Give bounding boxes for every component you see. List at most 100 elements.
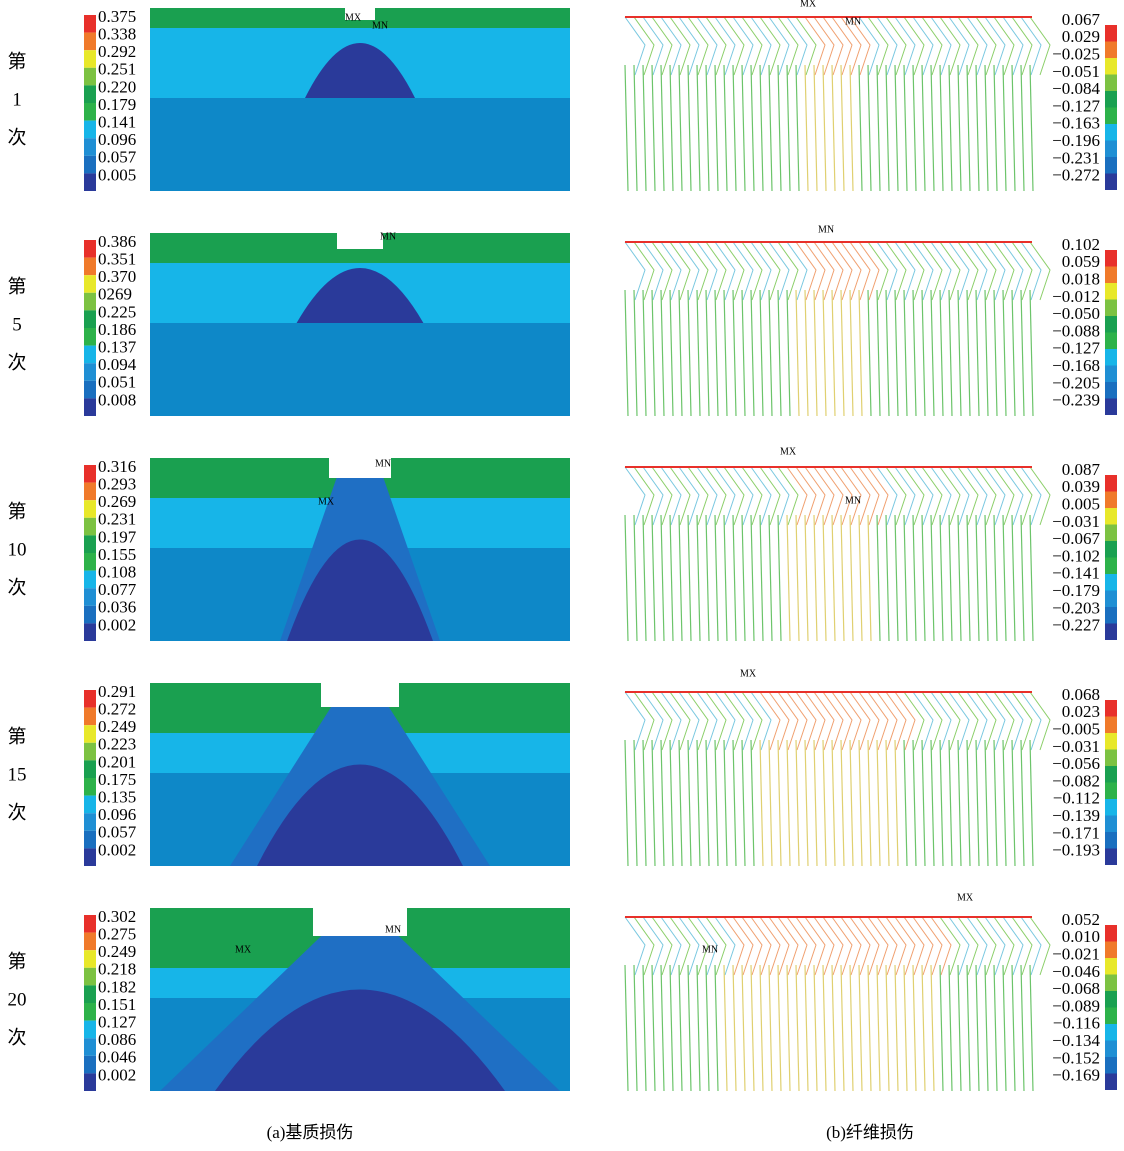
annotation: MN	[845, 16, 861, 27]
legend-swatch	[84, 571, 96, 589]
fiber	[670, 65, 673, 191]
fiber-arc	[724, 917, 744, 975]
fiber	[850, 515, 853, 641]
legend-label: 0.059	[1062, 252, 1100, 271]
fiber	[760, 65, 763, 191]
row-label: 第	[7, 500, 26, 522]
legend-label: −0.231	[1052, 148, 1100, 167]
fiber	[652, 515, 655, 641]
legend-swatch	[1105, 141, 1117, 158]
legend-swatch	[1105, 508, 1117, 525]
fiber	[931, 290, 934, 416]
fiber-arc	[643, 467, 663, 525]
fiber-arc	[814, 242, 834, 300]
legend-swatch	[84, 690, 96, 708]
legend-label: 0.008	[98, 390, 136, 409]
fiber-arc	[877, 17, 897, 75]
legend-label: 0.269	[98, 492, 136, 511]
legend-label: 0.046	[98, 1048, 136, 1067]
fiber	[949, 740, 952, 866]
fiber	[688, 290, 691, 416]
fiber-arc	[994, 467, 1014, 525]
fiber-arc	[1003, 467, 1023, 525]
legend-label: −0.031	[1052, 737, 1100, 756]
fiber-arc	[922, 692, 942, 750]
legend-swatch	[84, 760, 96, 778]
fiber	[814, 290, 817, 416]
fiber-arc	[922, 467, 942, 525]
fiber	[868, 965, 871, 1091]
figure: (a)基质损伤 (b)纤维损伤 第1次0.3750.3380.2920.2510…	[0, 0, 1124, 1146]
legend-label: −0.152	[1052, 1048, 1100, 1067]
legend-label: −0.272	[1052, 166, 1100, 185]
legend-swatch	[84, 173, 96, 191]
fiber-arc	[796, 467, 816, 525]
fiber-arc	[760, 692, 780, 750]
fiber	[1012, 65, 1015, 191]
legend-swatch	[1105, 1008, 1117, 1025]
fiber-arc	[697, 17, 717, 75]
legend-swatch	[1105, 733, 1117, 750]
fiber	[922, 965, 925, 1091]
fiber	[940, 515, 943, 641]
fiber	[715, 740, 718, 866]
fiber	[1003, 290, 1006, 416]
fiber	[841, 965, 844, 1091]
fiber	[769, 740, 772, 866]
fiber-arc	[805, 692, 825, 750]
fiber-arc	[670, 242, 690, 300]
fiber	[697, 65, 700, 191]
fiber-arc	[985, 242, 1005, 300]
fiber-arc	[931, 242, 951, 300]
fiber	[823, 740, 826, 866]
legend-swatch	[1105, 267, 1117, 284]
fiber	[805, 515, 808, 641]
fiber	[976, 965, 979, 1091]
legend-label: 0.249	[98, 717, 136, 736]
legend-label: 0.370	[98, 267, 136, 286]
fiber-arc	[895, 917, 915, 975]
legend-label: 0.179	[98, 95, 136, 114]
fiber-arc	[805, 467, 825, 525]
fiber-arc	[679, 692, 699, 750]
annotation: MX	[345, 12, 362, 23]
fiber	[868, 515, 871, 641]
fiber	[652, 740, 655, 866]
fiber	[769, 290, 772, 416]
fiber-arc	[697, 242, 717, 300]
fiber	[823, 515, 826, 641]
fiber	[760, 965, 763, 1091]
fiber	[778, 965, 781, 1091]
legend-swatch	[84, 623, 96, 641]
fiber-arc	[931, 917, 951, 975]
fiber	[688, 965, 691, 1091]
fiber	[625, 740, 628, 866]
fiber-arc	[1021, 242, 1041, 300]
legend-swatch	[84, 398, 96, 416]
annotation: MX	[318, 496, 335, 507]
annotation: MN	[372, 20, 388, 31]
fiber-arc	[625, 242, 645, 300]
fiber	[706, 740, 709, 866]
legend-swatch	[84, 950, 96, 968]
legend-swatch	[84, 240, 96, 258]
legend-swatch	[1105, 591, 1117, 608]
legend-swatch	[1105, 316, 1117, 333]
fiber	[724, 515, 727, 641]
fiber	[850, 290, 853, 416]
fiber	[760, 290, 763, 416]
fiber	[913, 515, 916, 641]
fiber	[661, 965, 664, 1091]
fiber-arc	[814, 467, 834, 525]
fiber-arc	[823, 917, 843, 975]
legend-label: 0.137	[98, 338, 137, 357]
legend-label: 0.182	[98, 977, 136, 996]
fiber	[895, 965, 898, 1091]
legend-swatch	[1105, 58, 1117, 75]
fiber-arc	[895, 17, 915, 75]
fiber-arc	[742, 467, 762, 525]
fiber-arc	[661, 917, 681, 975]
legend-swatch	[1105, 42, 1117, 59]
fiber-arc	[670, 467, 690, 525]
legend-swatch	[84, 103, 96, 121]
